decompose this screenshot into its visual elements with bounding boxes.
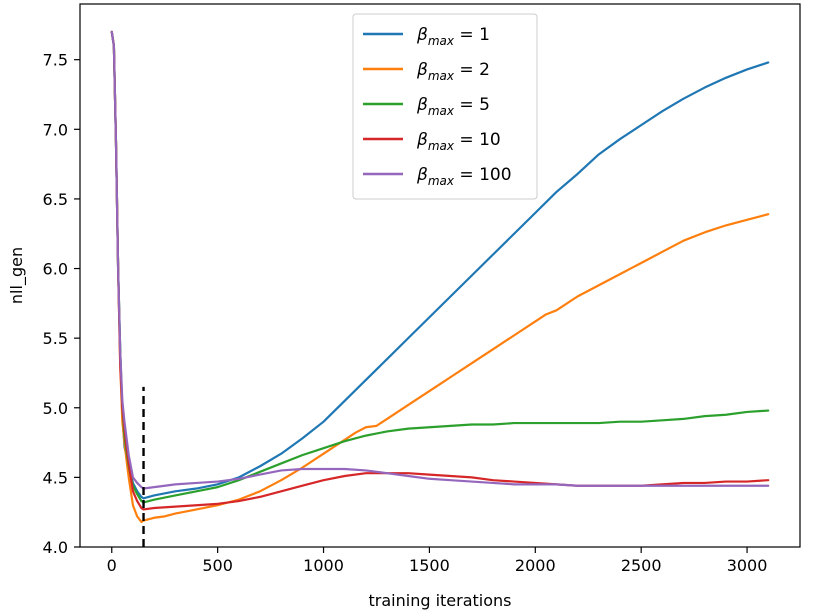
x-axis: 0 500 1000 1500 2000 2500 3000: [107, 547, 768, 575]
legend-label-2: βmax = 2: [416, 60, 490, 83]
y-tick-label: 7.0: [43, 120, 68, 139]
legend-label-4: βmax = 10: [416, 130, 501, 153]
y-axis: 4.0 4.5 5.0 5.5 6.0 6.5 7.0 7.5: [43, 51, 80, 557]
legend-label-3: βmax = 5: [416, 95, 490, 118]
y-tick-label: 7.5: [43, 51, 68, 70]
x-tick-label: 0: [107, 556, 117, 575]
legend: βmax = 1 βmax = 2 βmax = 5 βmax = 10 βmax = …: [352, 13, 538, 200]
x-tick-label: 1000: [303, 556, 344, 575]
y-tick-label: 6.5: [43, 190, 68, 209]
y-tick-label: 6.0: [43, 260, 68, 279]
legend-label-1: βmax = 1: [416, 25, 490, 48]
legend-box: [352, 13, 538, 200]
axes-frame: [79, 3, 801, 548]
y-tick-label: 5.0: [43, 399, 68, 418]
series-line-2: [110, 30, 770, 524]
plot-area: [110, 30, 770, 547]
x-tick-label: 2500: [621, 556, 662, 575]
x-axis-label: training iterations: [369, 591, 512, 610]
y-tick-label: 5.5: [43, 329, 68, 348]
x-tick-label: 2000: [515, 556, 556, 575]
x-tick-label: 1500: [409, 556, 450, 575]
series-line-5: [110, 30, 770, 490]
legend-label-5: βmax = 100: [416, 165, 512, 188]
y-tick-label: 4.5: [43, 468, 68, 487]
x-tick-label: 500: [202, 556, 233, 575]
y-axis-label: nll_gen: [7, 247, 27, 304]
y-tick-label: 4.0: [43, 538, 68, 557]
x-tick-label: 3000: [727, 556, 768, 575]
